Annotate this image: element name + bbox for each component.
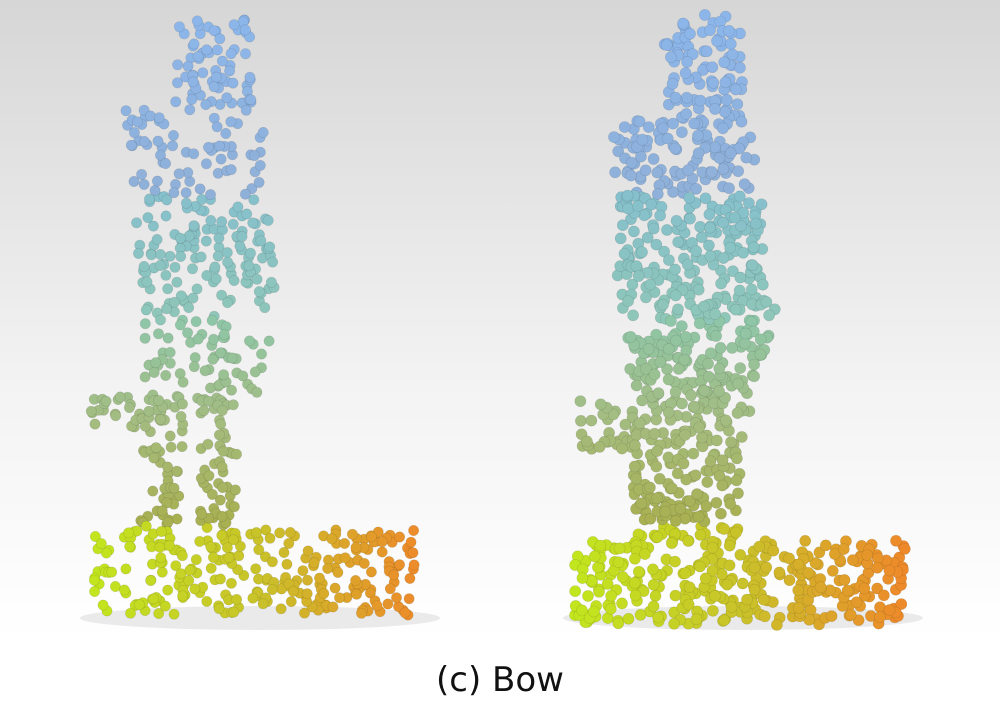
point-cloud-left	[0, 0, 493, 640]
point-cloud-right	[493, 0, 1000, 640]
figure-panels	[0, 0, 1000, 640]
figure-caption: (c) Bow	[436, 660, 564, 700]
point-cloud-panel-left	[0, 0, 493, 640]
point-cloud-panel-right	[493, 0, 1000, 640]
